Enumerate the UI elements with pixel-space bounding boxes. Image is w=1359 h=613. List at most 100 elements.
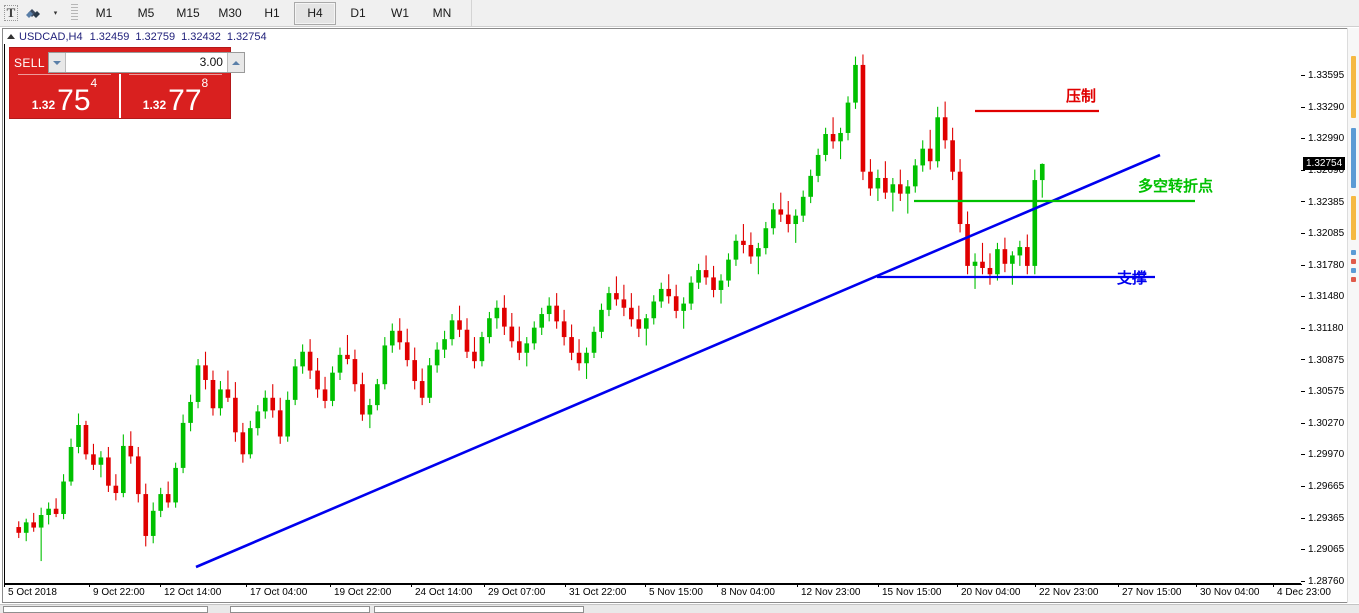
time-tick-label: 4 Dec 23:00	[1277, 587, 1331, 598]
taskbar-window[interactable]	[374, 606, 584, 613]
strip-marker[interactable]	[1351, 259, 1356, 264]
timeframe-label: MN	[432, 6, 452, 20]
timeframe-button-m1[interactable]: M1	[84, 3, 124, 24]
price-tick-dash	[1301, 169, 1305, 171]
candle-body	[890, 184, 896, 193]
candle-body	[845, 102, 851, 133]
time-tick-mark	[1035, 584, 1036, 587]
buy-button[interactable]: BUY	[247, 55, 274, 70]
taskbar-window[interactable]	[3, 606, 208, 613]
candle-body	[427, 365, 432, 398]
uptrend-line[interactable]	[195, 153, 1161, 569]
timeframe-label: H1	[264, 6, 280, 20]
candle-body	[270, 397, 276, 411]
candle-body	[1039, 163, 1045, 181]
timeframe-button-h4[interactable]: H4	[294, 1, 336, 25]
strip-marker[interactable]	[1351, 196, 1356, 240]
chevron-down-icon	[52, 60, 61, 65]
crosshair-tool-icon[interactable]	[22, 2, 44, 24]
time-tick-label: 8 Nov 04:00	[721, 587, 775, 598]
candle-body	[113, 485, 119, 494]
buy-price-block[interactable]: 1.32 77 8	[121, 74, 230, 118]
buy-price-sup: 8	[201, 76, 209, 90]
strip-marker[interactable]	[1351, 277, 1356, 282]
time-tick-mark	[160, 584, 161, 587]
candle-body	[718, 280, 724, 290]
time-tick-mark	[957, 584, 958, 587]
volume-stepper[interactable]	[47, 52, 245, 73]
volume-decrease-button[interactable]	[48, 53, 66, 72]
candle-body	[875, 177, 881, 189]
price-tick: 1.29970	[1301, 449, 1344, 460]
strip-marker[interactable]	[1351, 250, 1356, 255]
candle-body	[696, 270, 701, 283]
timeframe-button-mn[interactable]: MN	[422, 3, 462, 24]
candle-body	[68, 446, 74, 482]
timeframe-button-m30[interactable]: M30	[210, 3, 250, 24]
chart-plot-area[interactable]	[4, 44, 1302, 584]
chart-ohlc-header: USDCAD,H4 1.32459 1.32759 1.32432 1.3275…	[3, 29, 1356, 44]
price-tick-label: 1.32385	[1308, 196, 1345, 208]
chart-window: USDCAD,H4 1.32459 1.32759 1.32432 1.3275…	[2, 28, 1357, 603]
candle-body	[188, 401, 193, 423]
candle-body	[614, 293, 619, 300]
timeframe-button-m5[interactable]: M5	[126, 3, 166, 24]
candle-body	[606, 293, 612, 310]
volume-increase-button[interactable]	[226, 53, 244, 72]
candle-body	[793, 215, 799, 225]
time-tick-label: 5 Oct 2018	[8, 587, 57, 598]
tool-dropdown-caret[interactable]: ▾	[53, 10, 58, 17]
annotation-turning-point[interactable]: 多空转折点	[1138, 177, 1214, 195]
timeframe-button-m15[interactable]: M15	[168, 3, 208, 24]
candle-body	[763, 228, 769, 249]
annotation-resistance[interactable]: 压制	[1066, 87, 1097, 105]
candle-body	[106, 457, 111, 486]
price-axis[interactable]: 1.33595 1.33290 1.32990 1.32690 1.32385 1.320…	[1301, 44, 1356, 587]
right-marker-strip[interactable]	[1347, 28, 1359, 603]
timeframe-button-d1[interactable]: D1	[338, 3, 378, 24]
time-axis[interactable]: 5 Oct 2018 9 Oct 22:00 12 Oct 14:00 17 Oct …	[4, 584, 1331, 602]
candlestick-svg	[16, 54, 1195, 569]
price-tick-label: 1.29365	[1308, 512, 1345, 524]
candle-body	[360, 384, 365, 415]
timeframe-button-w1[interactable]: W1	[380, 3, 420, 24]
candle-body	[165, 494, 171, 503]
candle-body	[479, 337, 485, 362]
candle-body	[300, 351, 305, 367]
candle-body	[599, 309, 604, 332]
candle-body	[143, 494, 149, 536]
price-tick: 1.31180	[1301, 323, 1343, 334]
candle-body	[158, 494, 163, 511]
strip-marker[interactable]	[1351, 268, 1356, 273]
candle-body	[554, 305, 559, 322]
timeframe-button-h1[interactable]: H1	[252, 3, 292, 24]
price-tick-label: 1.32990	[1308, 133, 1345, 145]
candle-body	[539, 314, 545, 328]
candle-body	[449, 320, 455, 340]
price-tick-label: 1.31480	[1308, 291, 1345, 303]
time-tick: 5 Nov 15:00	[645, 584, 703, 598]
candle-body	[61, 481, 66, 514]
strip-marker[interactable]	[1351, 56, 1356, 118]
candle-body	[688, 282, 694, 304]
candle-body	[681, 303, 686, 311]
candle-body	[397, 330, 403, 343]
sell-price-main: 75	[57, 84, 91, 117]
time-tick-mark	[89, 584, 90, 587]
candle-body	[367, 405, 373, 415]
ohlc-close: 1.32754	[226, 30, 267, 43]
sell-price-block[interactable]: 1.32 75 4	[10, 74, 121, 118]
candle-body	[726, 259, 731, 281]
sell-divider	[18, 74, 111, 75]
toolbar-grip[interactable]	[71, 4, 78, 22]
candle-body	[868, 171, 873, 189]
annotation-support[interactable]: 支撑	[1117, 269, 1148, 287]
time-tick-mark	[484, 584, 485, 587]
sell-button[interactable]: SELL	[14, 55, 45, 70]
taskbar-window[interactable]	[230, 606, 370, 613]
chevron-up-icon	[231, 60, 240, 65]
text-tool-icon[interactable]: T	[0, 2, 22, 24]
collapse-triangle-icon[interactable]	[7, 34, 15, 39]
strip-marker[interactable]	[1351, 128, 1356, 188]
volume-input[interactable]	[65, 53, 227, 72]
